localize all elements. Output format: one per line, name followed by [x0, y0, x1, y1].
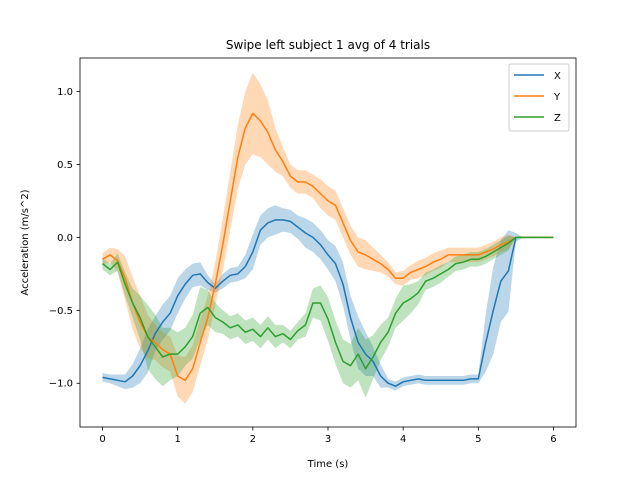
- x-tick-label: 5: [475, 434, 481, 445]
- legend: X Y Z: [508, 63, 570, 132]
- series-line-z: [102, 236, 554, 370]
- x-tick-label: 2: [250, 434, 256, 445]
- x-tick-label: 4: [400, 434, 406, 445]
- x-axis-title: Time (s): [307, 459, 349, 470]
- y-tick-label: 0.0: [57, 233, 73, 244]
- band-x: [102, 205, 554, 391]
- legend-label-x: X: [554, 71, 561, 82]
- chart-title: Swipe left subject 1 avg of 4 trials: [226, 38, 430, 52]
- x-tick-label: 0: [99, 434, 105, 445]
- x-tick-label: 6: [550, 434, 556, 445]
- series-line-x: [102, 219, 554, 387]
- series-lines: [102, 112, 554, 387]
- y-axis-title: Acceleration (m/s^2): [20, 189, 31, 295]
- x-tick-label: 1: [175, 434, 181, 445]
- legend-label-z: Z: [554, 113, 561, 124]
- y-tick-label: 0.5: [57, 160, 73, 171]
- x-tick-label: 3: [325, 434, 331, 445]
- x-axis-ticks: 0 1 2 3 4 5 6: [99, 427, 557, 445]
- y-tick-label: −1.0: [49, 379, 73, 390]
- series-line-y: [102, 112, 554, 382]
- legend-label-y: Y: [553, 92, 561, 103]
- legend-box: [508, 63, 570, 132]
- confidence-bands: [102, 72, 554, 404]
- y-axis-ticks: −1.0 −0.5 0.0 0.5 1.0: [49, 87, 80, 390]
- y-tick-label: 1.0: [57, 87, 73, 98]
- y-tick-label: −0.5: [49, 306, 73, 317]
- band-z: [102, 235, 554, 398]
